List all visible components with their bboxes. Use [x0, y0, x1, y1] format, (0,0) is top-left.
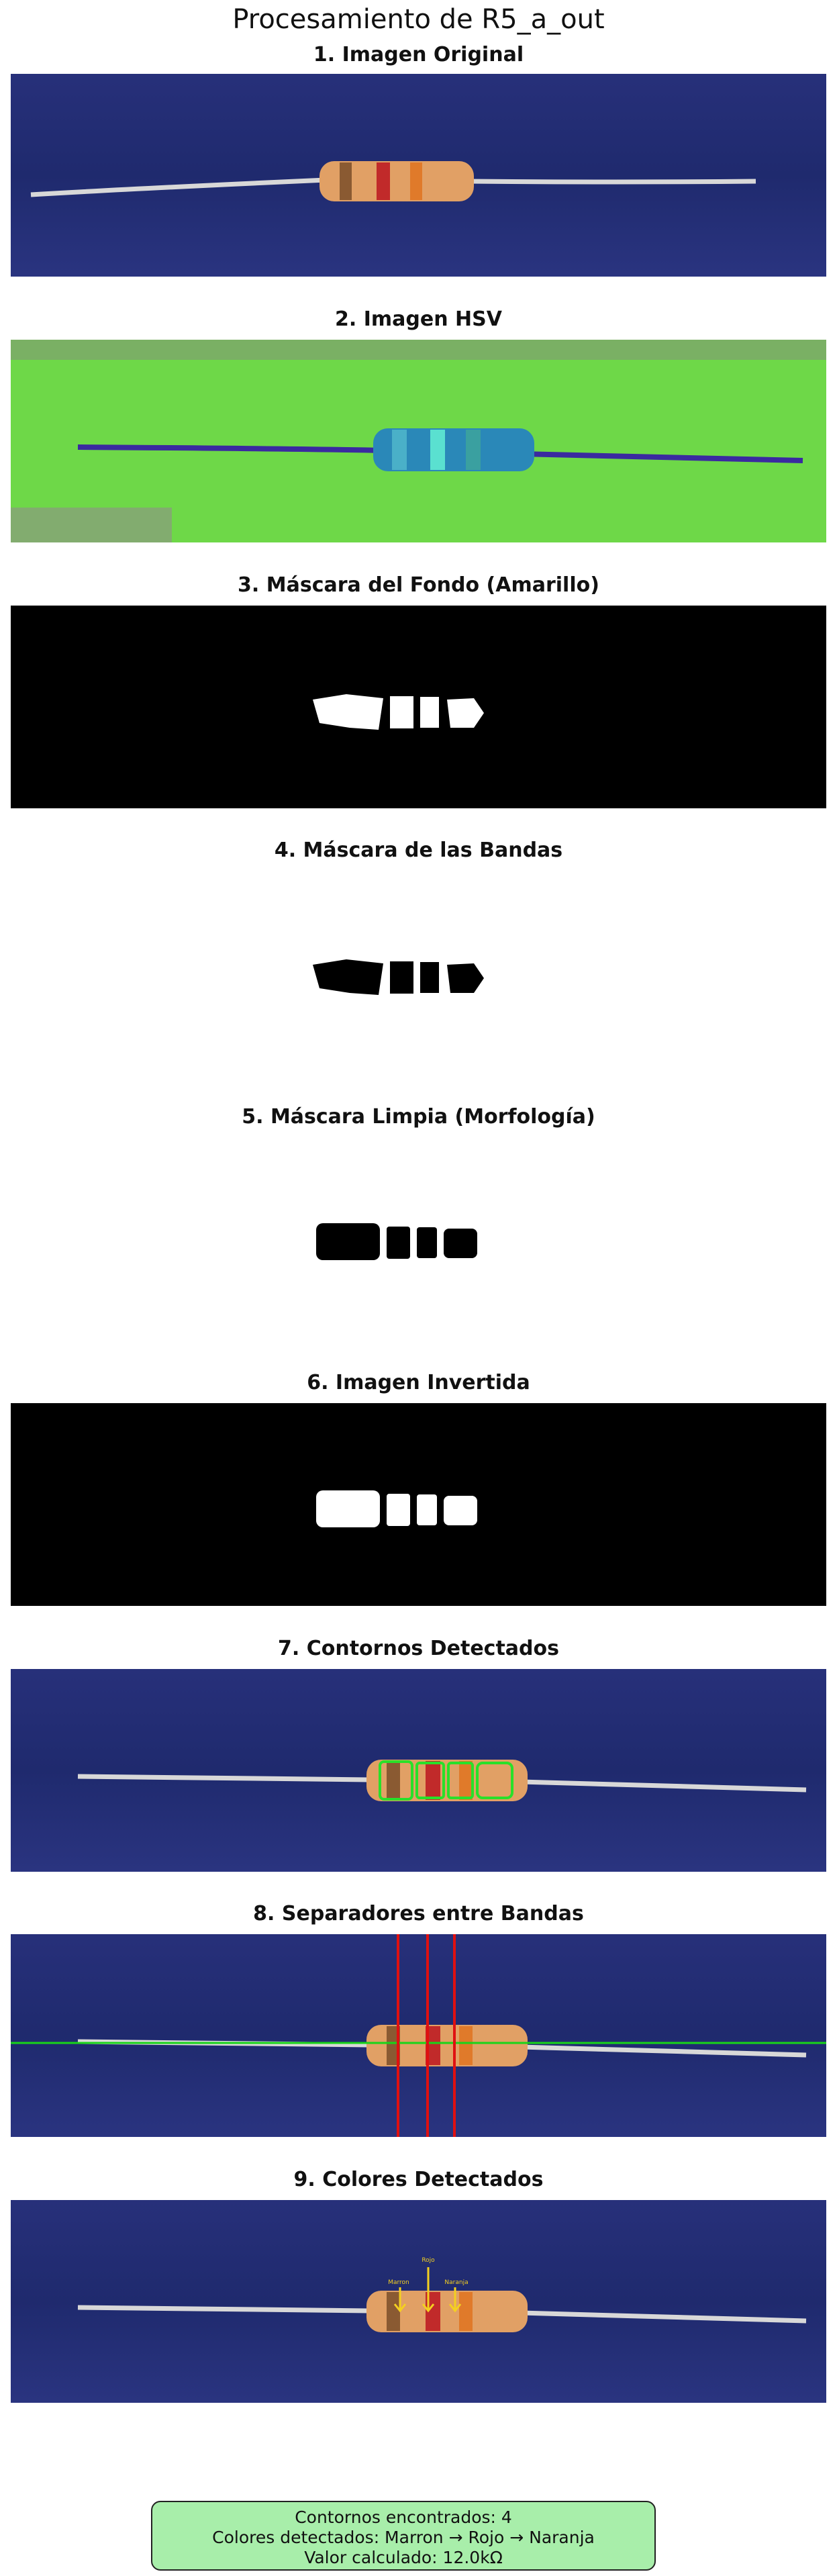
panel-colors-detected: Marron Rojo Naranja	[11, 2200, 826, 2403]
panel-clean-mask	[11, 1136, 826, 1339]
label-naranja: Naranja	[444, 2279, 468, 2286]
panel-band-separators	[11, 1934, 826, 2137]
panel-title-5: 5. Máscara Limpia (Morfología)	[242, 1105, 595, 1129]
panel-inverted-image	[11, 1403, 826, 1606]
arrow-marron	[393, 2287, 407, 2313]
arrow-naranja	[448, 2287, 462, 2313]
summary-colors: Colores detectados: Marron → Rojo → Nara…	[212, 2528, 595, 2547]
panel-hsv-image	[11, 340, 826, 542]
panel-title-8: 8. Separadores entre Bandas	[253, 1902, 584, 1925]
panel-title-3: 3. Máscara del Fondo (Amarillo)	[238, 573, 599, 597]
panel-title-7: 7. Contornos Detectados	[278, 1637, 559, 1660]
summary-value: Valor calculado: 12.0kΩ	[304, 2548, 503, 2567]
label-marron: Marron	[388, 2279, 409, 2286]
panel-original-image	[11, 74, 826, 277]
panel-title-9: 9. Colores Detectados	[293, 2168, 544, 2191]
panel-background-mask	[11, 606, 826, 808]
panel-title-1: 1. Imagen Original	[313, 43, 524, 66]
arrow-rojo	[422, 2267, 435, 2313]
panel-title-6: 6. Imagen Invertida	[307, 1371, 530, 1394]
panel-contours-detected	[11, 1669, 826, 1872]
panel-title-2: 2. Imagen HSV	[335, 307, 502, 331]
panel-title-4: 4. Máscara de las Bandas	[274, 839, 563, 862]
label-rojo: Rojo	[422, 2257, 435, 2264]
panel-bands-mask	[11, 871, 826, 1074]
page-title: Procesamiento de R5_a_out	[232, 4, 605, 35]
summary-box: Contornos encontrados: 4 Colores detecta…	[151, 2501, 656, 2571]
summary-contours: Contornos encontrados: 4	[295, 2508, 512, 2527]
